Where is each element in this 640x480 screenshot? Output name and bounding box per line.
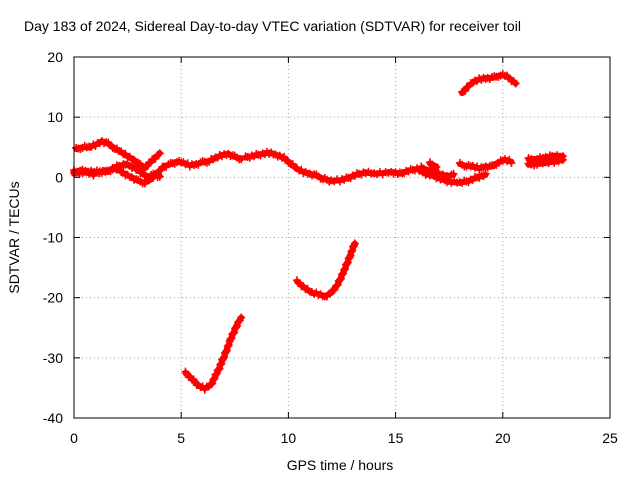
data-point	[230, 328, 239, 337]
data-point	[227, 334, 236, 343]
data-point	[350, 239, 359, 248]
data-point	[449, 169, 458, 178]
data-point	[558, 155, 567, 164]
data-series	[70, 70, 567, 394]
x-tick-label: 20	[495, 430, 511, 446]
data-point	[511, 79, 520, 88]
series-track-l	[181, 313, 246, 394]
data-point	[222, 346, 231, 355]
series-track-c	[70, 159, 164, 182]
data-point	[345, 253, 354, 262]
data-point	[155, 172, 164, 181]
data-point	[432, 163, 441, 172]
data-point	[328, 286, 337, 295]
y-tick-label: -20	[43, 290, 63, 306]
data-point	[207, 380, 216, 389]
series-track-g	[455, 155, 516, 174]
data-point	[215, 364, 224, 373]
data-point	[155, 149, 164, 158]
x-axis-label: GPS time / hours	[287, 457, 394, 473]
x-tick-label: 15	[388, 430, 404, 446]
data-point	[330, 285, 339, 294]
data-point	[481, 169, 490, 178]
series-track-e	[417, 162, 458, 181]
data-point	[210, 374, 219, 383]
data-point	[341, 264, 350, 273]
data-point	[348, 246, 357, 255]
data-point	[342, 259, 351, 268]
data-point	[220, 353, 229, 362]
data-point	[211, 370, 220, 379]
data-point	[217, 359, 226, 368]
data-point	[338, 270, 346, 279]
x-tick-label: 10	[281, 430, 297, 446]
data-point	[214, 365, 223, 374]
data-point	[223, 342, 232, 351]
data-point	[209, 375, 218, 384]
data-point	[221, 347, 230, 356]
x-tick-label: 25	[602, 430, 618, 446]
series-track-j	[458, 70, 520, 97]
data-point	[232, 323, 241, 332]
y-axis-label: SDTVAR / TECUs	[6, 181, 22, 293]
data-point	[332, 281, 341, 290]
data-point	[335, 275, 344, 284]
data-point	[229, 329, 238, 338]
data-point	[226, 335, 235, 344]
data-point	[346, 251, 355, 260]
series-track-d	[241, 147, 490, 187]
series-track-k	[292, 239, 359, 301]
series-track-b	[72, 137, 164, 173]
data-point	[234, 317, 243, 326]
data-point	[347, 247, 356, 256]
axis-ticks: 0 5 10 15 20 25 -40 -30 -20 -10 0 10 20	[43, 49, 618, 446]
data-point	[336, 274, 345, 283]
data-point	[208, 379, 217, 388]
y-tick-label: -30	[43, 350, 63, 366]
data-point	[340, 265, 349, 274]
x-tick-label: 5	[177, 430, 185, 446]
x-tick-label: 0	[70, 430, 78, 446]
data-point	[237, 313, 246, 322]
series-track-f	[425, 158, 441, 172]
data-point	[507, 158, 516, 167]
y-tick-label: 0	[55, 169, 63, 185]
data-point	[339, 269, 348, 278]
y-tick-label: -40	[43, 410, 63, 426]
series-track-i	[524, 155, 567, 170]
grid-lines	[74, 57, 610, 418]
data-point	[232, 321, 241, 330]
data-point	[216, 360, 225, 369]
data-point	[219, 354, 228, 363]
y-tick-label: 10	[47, 109, 63, 125]
data-point	[333, 281, 342, 290]
y-tick-label: -10	[43, 230, 63, 246]
data-point	[343, 258, 352, 267]
chart-title: Day 183 of 2024, Sidereal Day-to-day VTE…	[24, 18, 521, 34]
data-point	[461, 86, 470, 95]
data-point	[224, 341, 233, 350]
y-tick-label: 20	[47, 49, 63, 65]
